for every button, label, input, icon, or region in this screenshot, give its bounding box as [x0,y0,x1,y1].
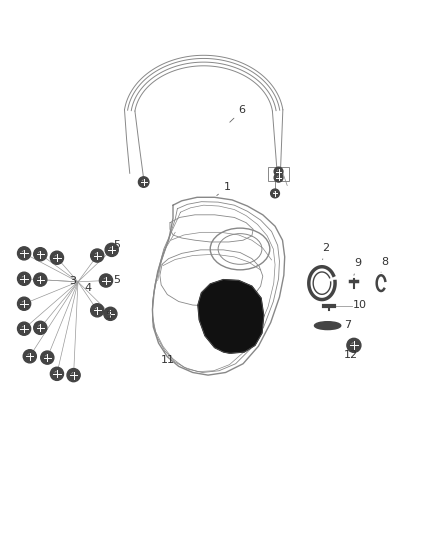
Circle shape [41,351,54,364]
Circle shape [34,273,47,286]
Text: 12: 12 [343,351,357,360]
Circle shape [274,167,283,176]
Circle shape [50,367,64,381]
Text: 1: 1 [217,182,230,196]
Circle shape [18,247,31,260]
Circle shape [50,251,64,264]
Circle shape [347,338,361,352]
Ellipse shape [314,322,341,329]
Circle shape [18,272,31,285]
Polygon shape [198,280,264,353]
Text: 5: 5 [113,274,120,285]
Circle shape [34,248,47,261]
Circle shape [274,173,283,182]
Circle shape [34,321,47,334]
Text: 8: 8 [381,257,388,272]
Circle shape [271,189,279,198]
Circle shape [138,177,149,187]
Circle shape [104,307,117,320]
Text: 7: 7 [344,320,351,330]
Circle shape [91,304,104,317]
Text: 3: 3 [69,276,76,286]
Circle shape [99,274,113,287]
Text: 4: 4 [84,282,91,293]
Text: 10: 10 [353,300,367,310]
Text: 5: 5 [113,240,120,251]
Circle shape [23,350,36,363]
Text: 6: 6 [230,105,246,122]
Circle shape [91,249,104,262]
Circle shape [105,243,118,256]
Circle shape [18,297,31,310]
Circle shape [18,322,31,335]
Text: 9: 9 [354,259,361,275]
Text: 5: 5 [105,311,112,320]
Text: 11: 11 [161,352,175,365]
Text: 2: 2 [322,244,329,260]
Circle shape [67,368,80,382]
